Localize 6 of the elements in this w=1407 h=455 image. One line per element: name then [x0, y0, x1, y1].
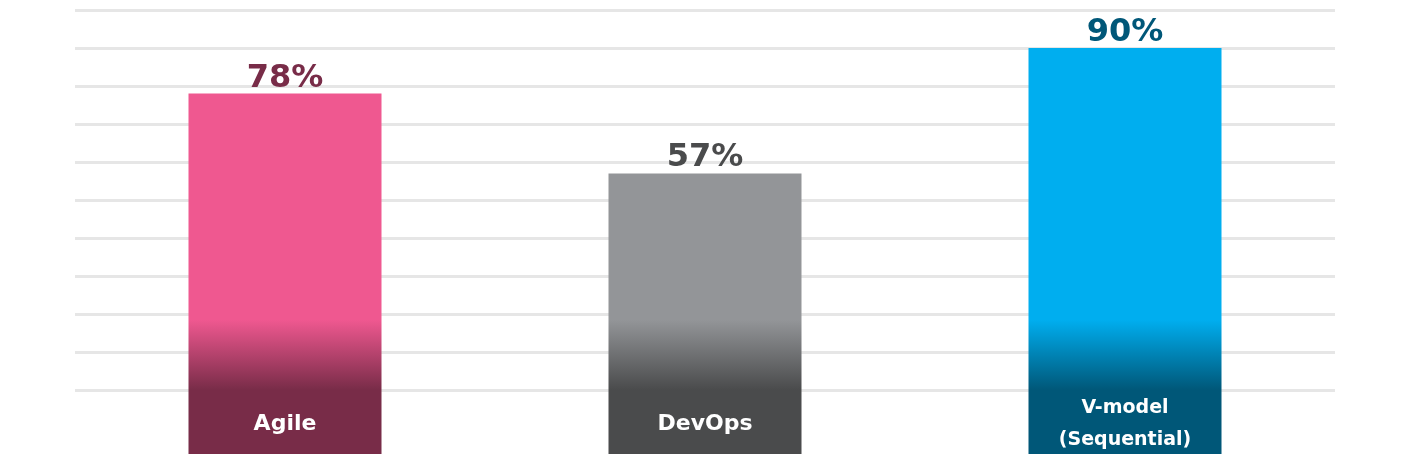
x-tick-label: DevOps	[657, 409, 753, 435]
data-label: 78%	[246, 56, 324, 95]
data-label: 90%	[1086, 11, 1164, 49]
x-tick-label: V-model (Sequential)	[1058, 395, 1192, 449]
x-tick-label: Agile	[253, 409, 317, 435]
data-label: 57%	[666, 136, 744, 175]
